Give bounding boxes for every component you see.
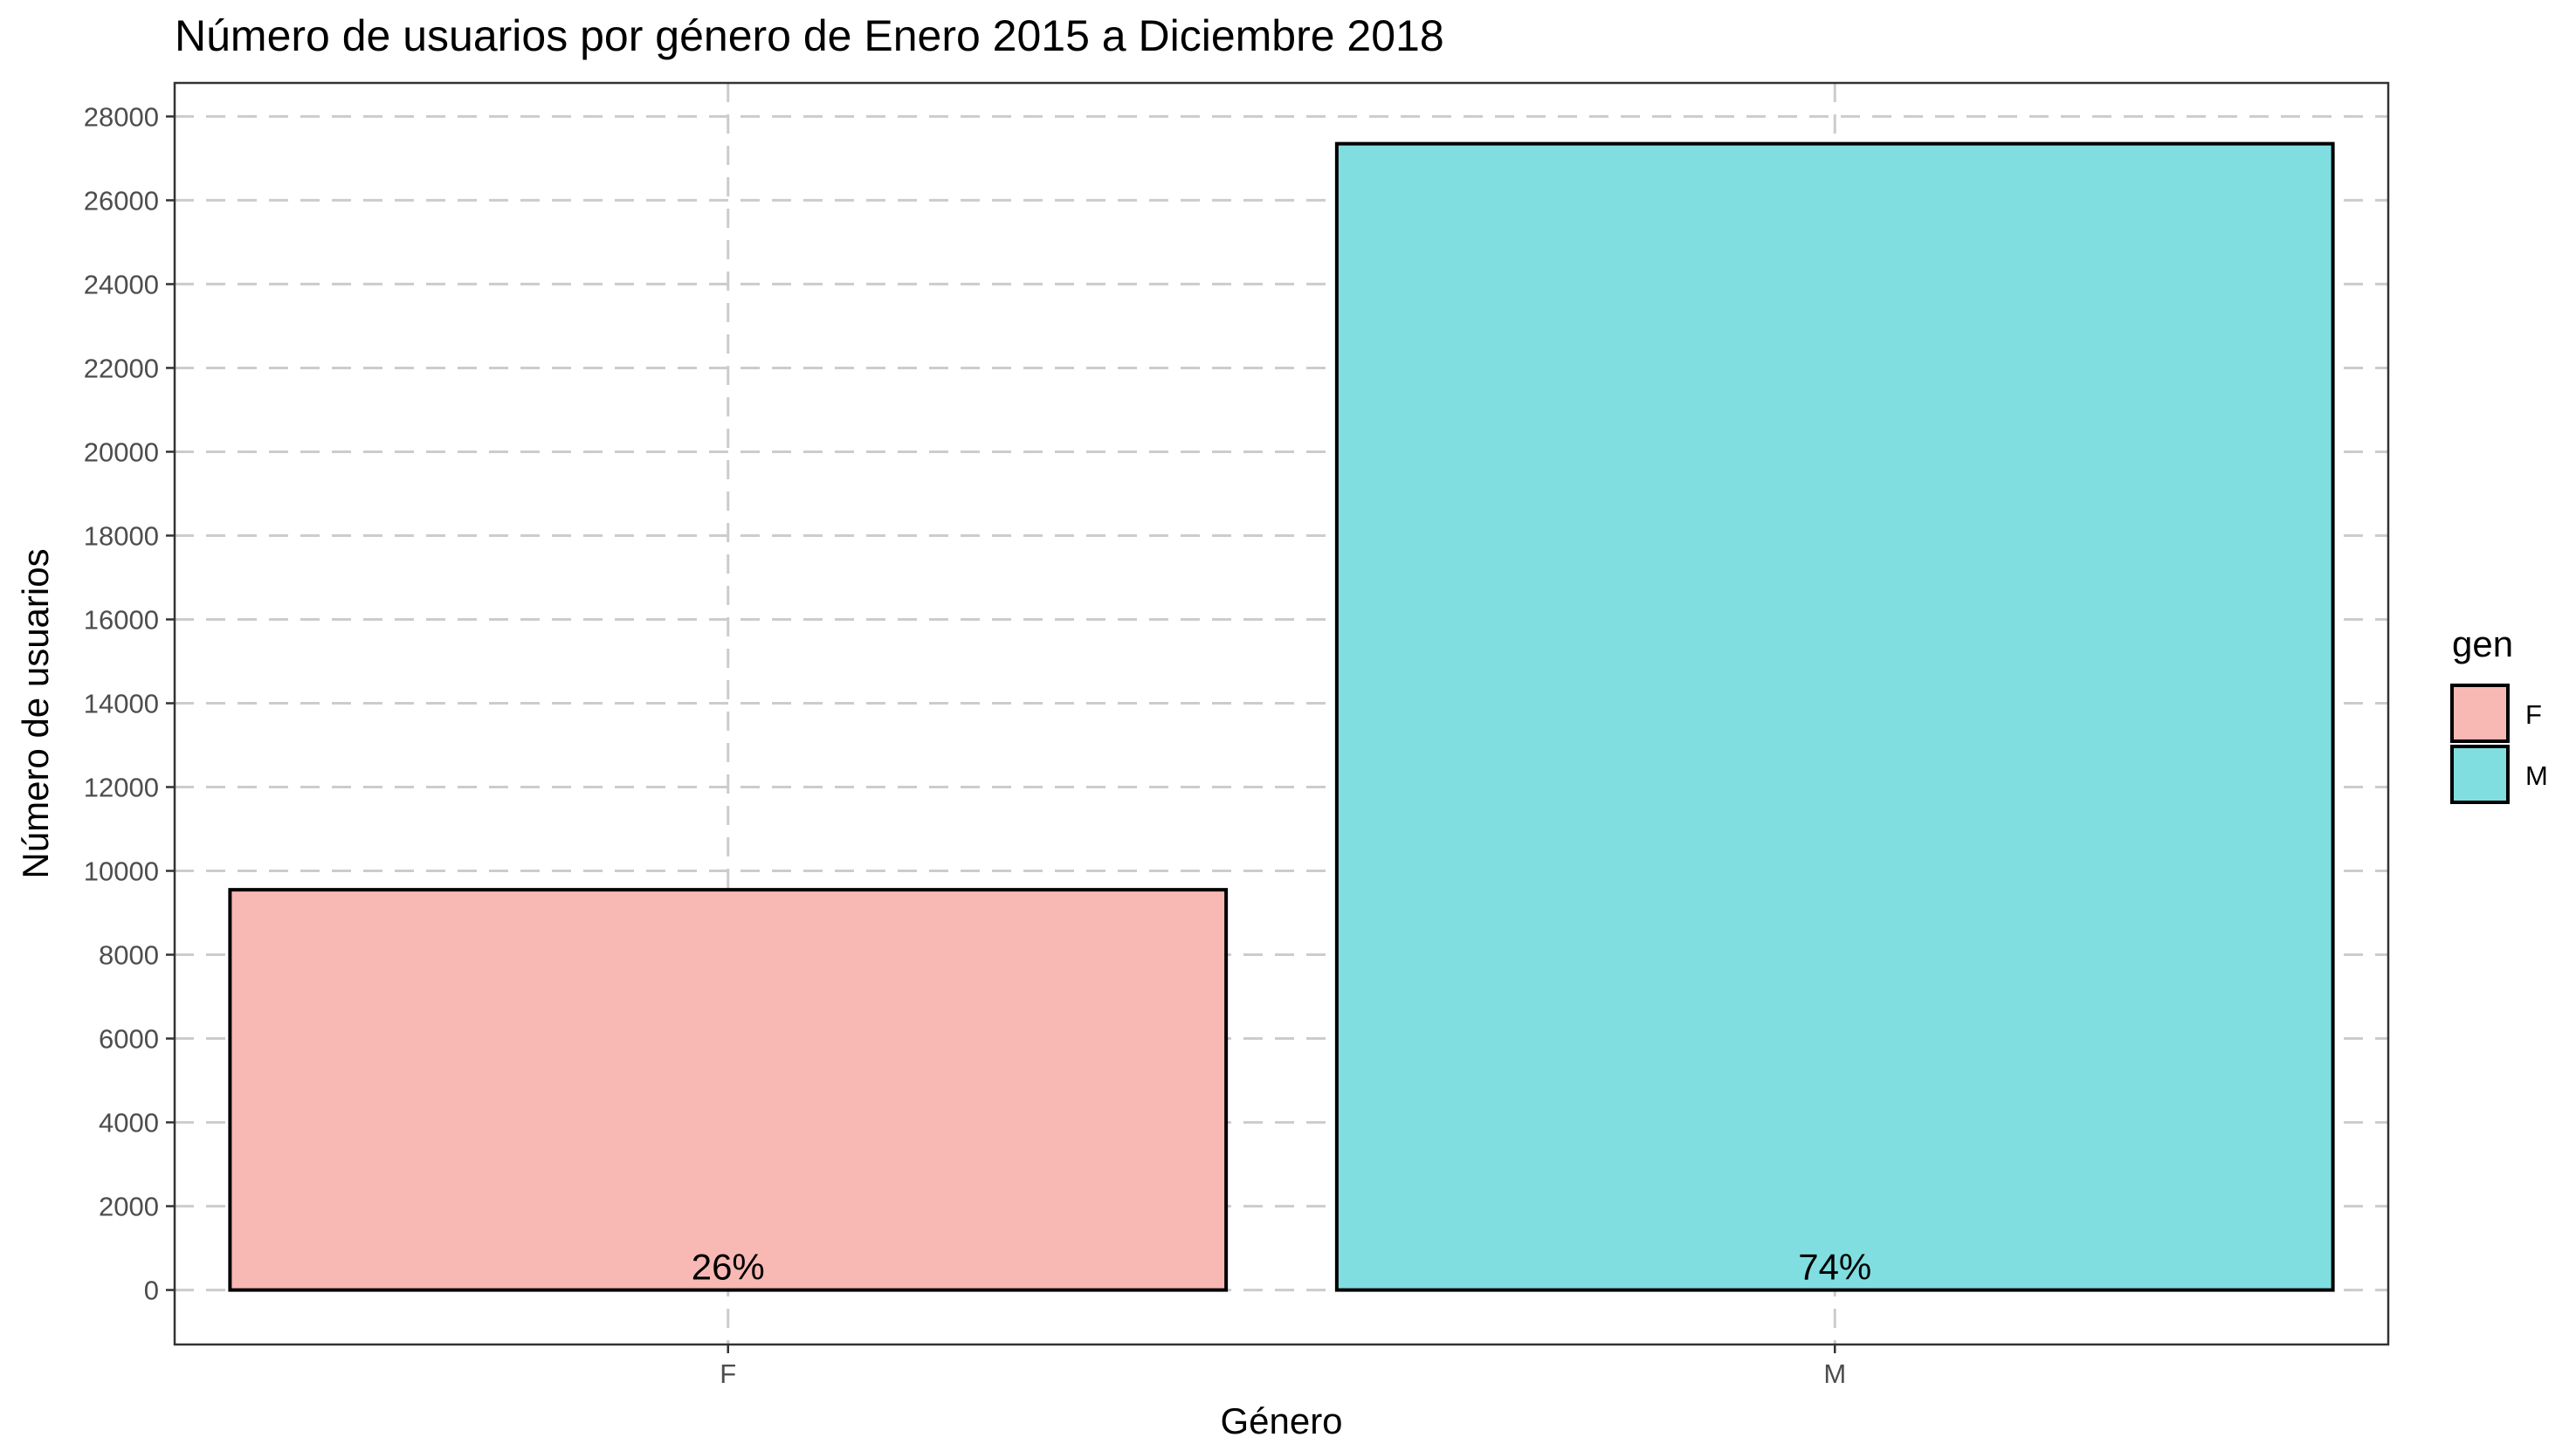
y-tick-label: 16000 <box>84 604 159 635</box>
y-tick-label: 6000 <box>99 1024 159 1055</box>
legend-label: F <box>2525 699 2542 730</box>
legend-label: M <box>2525 760 2548 791</box>
legend-items: FM <box>2450 684 2548 804</box>
legend-swatch <box>2450 745 2510 804</box>
y-tick-label: 28000 <box>84 101 159 132</box>
y-tick-label: 24000 <box>84 269 159 299</box>
bars <box>228 141 2335 1292</box>
y-tick-label: 10000 <box>84 856 159 887</box>
bar-labels: 26% 74% <box>692 1247 1872 1288</box>
x-tick-label: M <box>1823 1358 1846 1389</box>
bar-M <box>1334 141 2335 1292</box>
y-tick-label: 20000 <box>84 437 159 467</box>
y-axis: 0 2000 4000 6000 8000 10000 12000 14000 16000 180… <box>84 101 175 1306</box>
bar-label: 26% <box>692 1247 765 1288</box>
y-tick-label: 12000 <box>84 773 159 803</box>
bar-label: 74% <box>1798 1247 1871 1288</box>
y-tick-label: 22000 <box>84 353 159 383</box>
legend-swatch <box>2450 684 2510 743</box>
chart-title: Número de usuarios por género de Enero 2… <box>175 11 1444 60</box>
legend-title: gen <box>2452 623 2513 664</box>
y-axis-label: Número de usuarios <box>15 548 56 878</box>
y-tick-label: 8000 <box>99 940 159 971</box>
plot-panel-border <box>173 81 2390 1346</box>
x-tick-label: F <box>720 1358 736 1389</box>
y-tick-label: 18000 <box>84 520 159 551</box>
y-tick-label: 4000 <box>99 1108 159 1138</box>
y-tick-label: 26000 <box>84 185 159 216</box>
legend: gen FM <box>2450 623 2548 804</box>
y-tick-label: 2000 <box>99 1192 159 1222</box>
bar-F <box>228 888 1229 1292</box>
y-tick-label: 0 <box>144 1276 159 1306</box>
x-axis-label: Género <box>1220 1400 1342 1441</box>
y-tick-label: 14000 <box>84 688 159 719</box>
